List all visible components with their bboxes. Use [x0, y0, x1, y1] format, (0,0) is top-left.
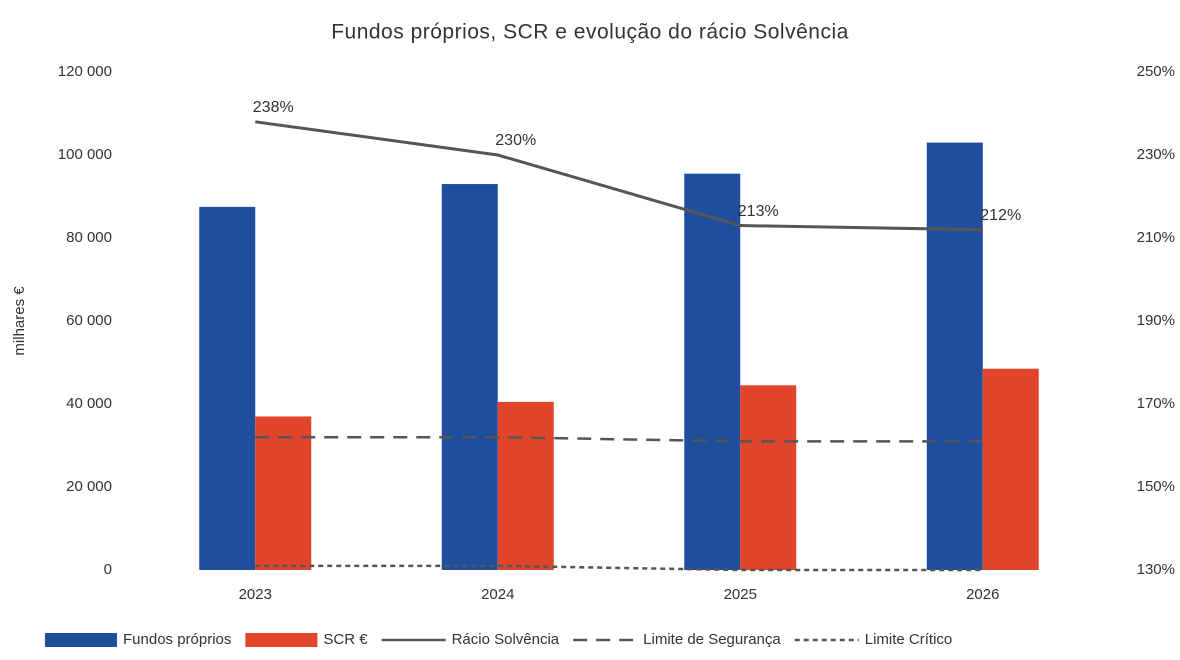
bar	[684, 173, 741, 571]
data-label: 212%	[980, 207, 1021, 224]
bar	[740, 385, 797, 570]
bar	[982, 368, 1039, 570]
bar	[199, 206, 256, 570]
y-tick-label: 80 000	[66, 229, 112, 246]
line	[255, 120, 983, 232]
bar	[497, 401, 554, 570]
legend-label: Fundos próprios	[123, 631, 231, 648]
bar	[255, 416, 312, 570]
legend-label: Rácio Solvência	[452, 631, 560, 648]
y2-tick-label: 130%	[1137, 561, 1175, 578]
bar	[441, 184, 498, 571]
line	[255, 564, 983, 572]
data-label: 213%	[738, 203, 779, 220]
y-tick-label: 40 000	[66, 395, 112, 412]
legend-label: SCR €	[323, 631, 368, 648]
y2-tick-label: 190%	[1137, 312, 1175, 329]
y2-tick-label: 250%	[1137, 63, 1175, 80]
y2-tick-label: 150%	[1137, 478, 1175, 495]
x-tick-label: 2026	[966, 586, 999, 603]
x-tick-label: 2024	[481, 586, 514, 603]
y-tick-label: 20 000	[66, 478, 112, 495]
legend-swatch	[245, 633, 318, 647]
y-tick-label: 120 000	[58, 63, 112, 80]
y-tick-label: 0	[104, 561, 112, 578]
y2-tick-label: 170%	[1137, 395, 1175, 412]
x-tick-label: 2025	[724, 586, 757, 603]
y-tick-label: 100 000	[58, 146, 112, 163]
bar	[926, 142, 983, 571]
legend-label: Limite Crítico	[865, 631, 953, 648]
line	[255, 435, 983, 443]
chart-title: Fundos próprios, SCR e evolução do rácio…	[331, 21, 849, 44]
x-tick-label: 2023	[239, 586, 272, 603]
data-label: 238%	[253, 99, 294, 116]
y-axis-label: milhares €	[11, 286, 28, 356]
y2-tick-label: 210%	[1137, 229, 1175, 246]
data-label: 230%	[495, 132, 536, 149]
y-tick-label: 60 000	[66, 312, 112, 329]
legend-swatch	[45, 633, 117, 647]
y2-tick-label: 230%	[1137, 146, 1175, 163]
legend-label: Limite de Segurança	[643, 631, 781, 648]
